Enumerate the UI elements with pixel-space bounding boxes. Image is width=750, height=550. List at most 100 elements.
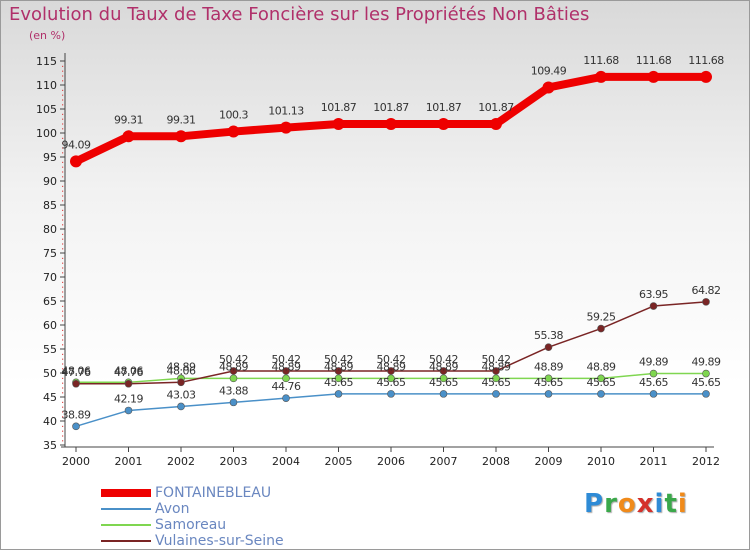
data-point-avon bbox=[177, 402, 185, 411]
data-label-samoreau: 49.89 bbox=[639, 356, 668, 369]
y-minor-tick bbox=[62, 243, 64, 245]
data-label-avon: 45.65 bbox=[639, 376, 668, 389]
data-point-fontainebleau bbox=[542, 81, 555, 94]
data-label-avon: 38.89 bbox=[62, 408, 91, 421]
data-point-vulaines-sur-seine bbox=[439, 367, 448, 375]
data-label-vulaines-sur-seine: 50.42 bbox=[429, 353, 458, 366]
y-minor-tick bbox=[62, 209, 64, 211]
x-tick-label: 2012 bbox=[692, 455, 720, 468]
data-point-fontainebleau bbox=[70, 155, 82, 168]
y-tick-label: 115 bbox=[36, 55, 57, 68]
data-label-samoreau: 48.89 bbox=[429, 360, 458, 373]
data-label-vulaines-sur-seine: 59.25 bbox=[587, 311, 616, 324]
data-point-vulaines-sur-seine bbox=[597, 324, 605, 333]
data-label-avon: 43.03 bbox=[167, 388, 196, 401]
y-minor-tick bbox=[62, 166, 64, 168]
y-minor-tick bbox=[62, 296, 64, 298]
data-point-vulaines-sur-seine bbox=[124, 379, 133, 388]
y-minor-tick bbox=[62, 262, 64, 264]
data-point-fontainebleau bbox=[175, 130, 187, 143]
data-point-fontainebleau bbox=[122, 130, 135, 143]
y-minor-tick bbox=[62, 104, 64, 106]
data-point-samoreau bbox=[229, 374, 238, 383]
y-minor-tick bbox=[62, 147, 64, 149]
y-minor-tick bbox=[62, 344, 64, 346]
y-minor-tick bbox=[62, 363, 64, 365]
y-tick-label: 65 bbox=[43, 295, 57, 308]
logo-letter: P bbox=[584, 489, 605, 519]
y-minor-tick bbox=[62, 65, 64, 67]
y-minor-tick bbox=[62, 137, 64, 139]
data-label-vulaines-sur-seine: 47.76 bbox=[114, 366, 143, 379]
y-tick-label: 60 bbox=[43, 319, 57, 332]
y-minor-tick bbox=[62, 195, 64, 197]
y-tick-label: 40 bbox=[43, 415, 57, 428]
x-tick-label: 2008 bbox=[482, 455, 510, 468]
y-minor-tick bbox=[62, 430, 64, 432]
y-minor-tick bbox=[62, 94, 64, 96]
y-minor-tick bbox=[62, 113, 64, 115]
data-label-vulaines-sur-seine: 64.82 bbox=[692, 284, 721, 297]
y-minor-tick bbox=[62, 339, 64, 341]
y-minor-tick bbox=[62, 320, 64, 322]
data-label-fontainebleau: 101.13 bbox=[268, 105, 304, 118]
y-minor-tick bbox=[62, 435, 64, 437]
data-point-avon bbox=[492, 390, 500, 398]
y-minor-tick bbox=[62, 128, 64, 130]
data-label-vulaines-sur-seine: 50.42 bbox=[219, 353, 248, 366]
y-minor-tick bbox=[62, 334, 64, 336]
y-minor-tick bbox=[62, 353, 64, 355]
data-point-fontainebleau bbox=[332, 118, 345, 131]
x-tick-label: 2007 bbox=[430, 455, 458, 468]
data-label-samoreau: 48.89 bbox=[219, 360, 248, 373]
data-point-vulaines-sur-seine bbox=[177, 378, 185, 387]
data-point-vulaines-sur-seine bbox=[702, 298, 710, 306]
data-point-fontainebleau bbox=[700, 70, 712, 83]
data-point-vulaines-sur-seine bbox=[229, 367, 238, 375]
data-label-avon: 45.65 bbox=[377, 376, 406, 389]
data-point-samoreau bbox=[334, 374, 343, 383]
data-point-avon bbox=[282, 394, 290, 402]
data-point-vulaines-sur-seine bbox=[387, 367, 395, 375]
data-label-fontainebleau: 111.68 bbox=[636, 54, 672, 67]
data-point-fontainebleau bbox=[280, 121, 292, 134]
data-point-samoreau bbox=[649, 369, 658, 378]
chart-title: Evolution du Taux de Taxe Foncière sur l… bbox=[9, 4, 590, 25]
legend-item-avon: Avon bbox=[101, 501, 361, 517]
y-tick-label: 85 bbox=[43, 199, 57, 212]
y-minor-tick bbox=[62, 70, 64, 72]
y-minor-tick bbox=[62, 286, 64, 288]
data-point-vulaines-sur-seine bbox=[282, 367, 290, 375]
legend-label: Avon bbox=[155, 501, 190, 517]
y-minor-tick bbox=[62, 238, 64, 240]
data-label-avon: 42.19 bbox=[114, 392, 143, 405]
data-point-samoreau bbox=[597, 374, 605, 383]
x-tick-label: 2009 bbox=[535, 455, 563, 468]
y-minor-tick bbox=[62, 310, 64, 312]
y-minor-tick bbox=[62, 80, 64, 82]
y-minor-tick bbox=[62, 411, 64, 413]
data-label-vulaines-sur-seine: 50.42 bbox=[324, 353, 353, 366]
y-minor-tick bbox=[62, 416, 64, 418]
legend: FONTAINEBLEAU Avon Samoreau Vulaines-sur-Se… bbox=[101, 485, 361, 549]
logo-letter: r bbox=[604, 489, 618, 519]
data-point-avon bbox=[439, 390, 448, 398]
data-label-vulaines-sur-seine: 55.38 bbox=[534, 329, 563, 342]
data-point-vulaines-sur-seine bbox=[544, 343, 553, 351]
unit-label: (en %) bbox=[29, 29, 66, 42]
y-minor-tick bbox=[62, 200, 64, 202]
data-label-samoreau: 48.89 bbox=[482, 360, 511, 373]
y-minor-tick bbox=[62, 161, 64, 163]
data-label-samoreau: 48.89 bbox=[167, 360, 196, 373]
y-tick-label: 95 bbox=[43, 151, 57, 164]
data-label-avon: 45.65 bbox=[429, 376, 458, 389]
y-minor-tick bbox=[62, 152, 64, 154]
x-tick-label: 2004 bbox=[272, 455, 300, 468]
data-label-samoreau: 48.89 bbox=[587, 360, 616, 373]
y-tick-label: 35 bbox=[43, 439, 57, 452]
data-point-avon bbox=[597, 390, 605, 398]
legend-item-samoreau: Samoreau bbox=[101, 517, 361, 533]
y-minor-tick bbox=[62, 382, 64, 384]
data-point-samoreau bbox=[282, 374, 290, 383]
data-label-fontainebleau: 99.31 bbox=[167, 113, 196, 126]
